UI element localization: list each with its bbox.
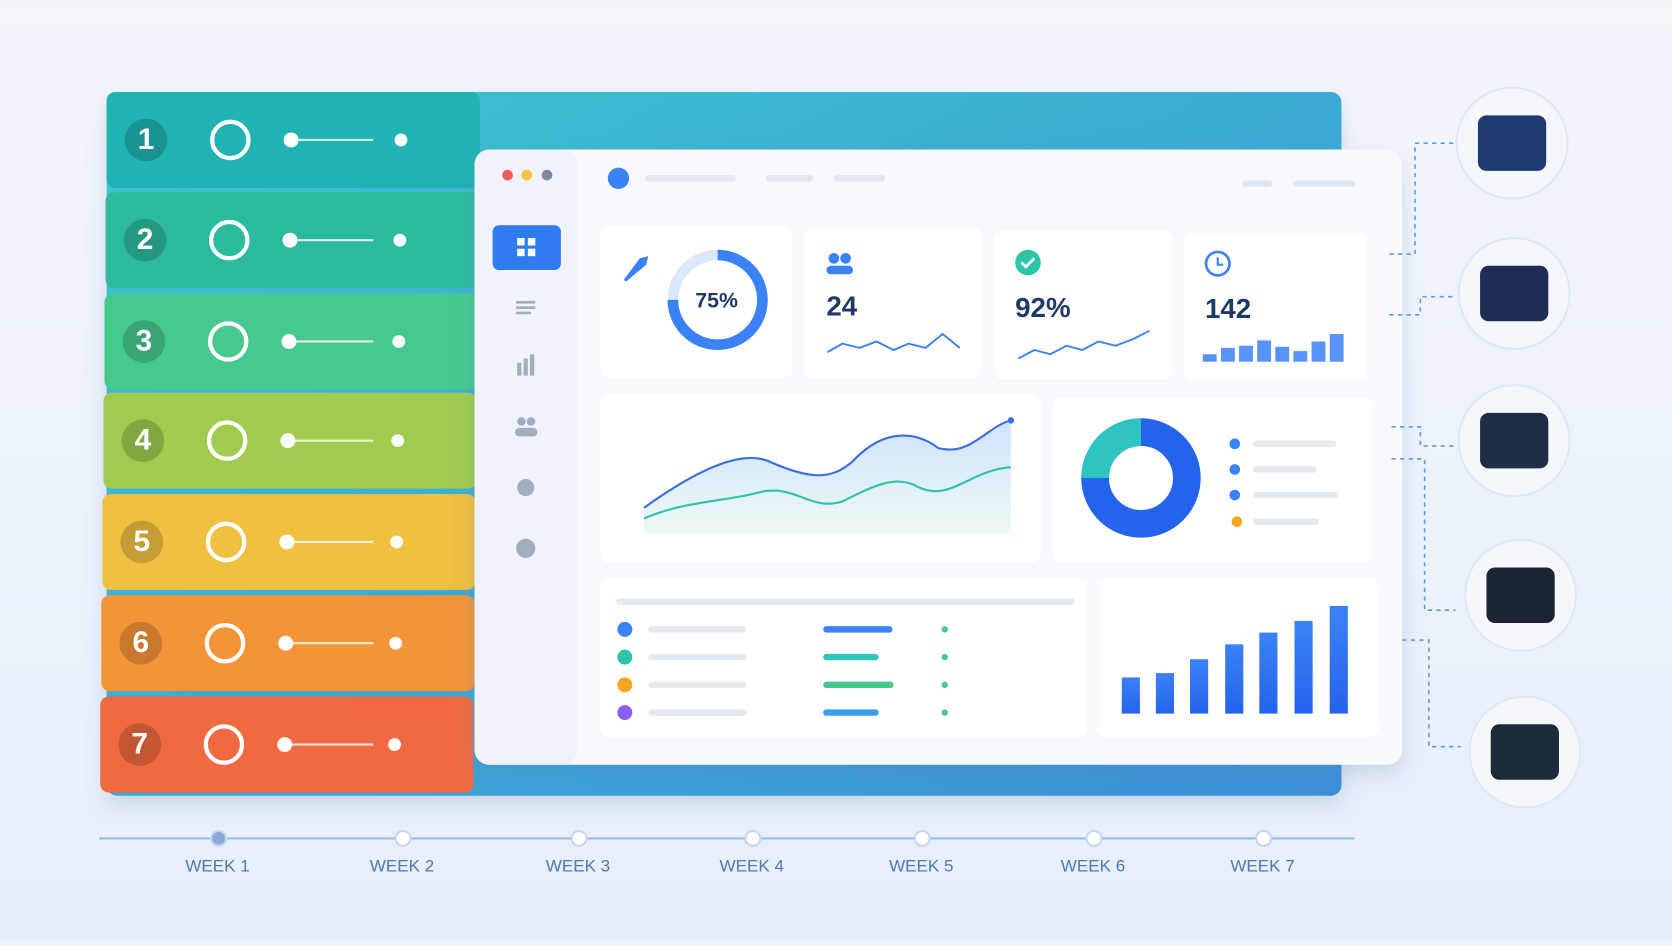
week-dot: [210, 829, 228, 847]
step-badge: [121, 419, 165, 462]
step-dot: [388, 738, 401, 751]
stat-value: 142: [1205, 293, 1251, 324]
step-dot: [390, 535, 404, 549]
week-label: WEEK 1: [185, 857, 249, 876]
step-icon: [209, 219, 250, 261]
step-badge: [123, 218, 167, 262]
step-number: 2: [137, 223, 154, 256]
role-figure: [1480, 265, 1549, 322]
week-label: WEEK 5: [889, 857, 953, 876]
step-dot: [394, 133, 408, 147]
step-icon: [210, 119, 251, 161]
step-start: [277, 737, 293, 753]
sidebar: [474, 149, 577, 765]
stat-value: 24: [826, 291, 857, 322]
role-icons: [1455, 86, 1582, 809]
step-icon: [203, 724, 245, 765]
week-dot: [1255, 829, 1273, 847]
progress-ring: [667, 249, 768, 350]
step-number: 6: [132, 626, 149, 659]
week-label: WEEK 6: [1061, 857, 1125, 876]
week-label: WEEK 7: [1230, 857, 1294, 876]
row-text: [648, 626, 747, 633]
row-status: [941, 626, 948, 633]
step-badge: [124, 118, 168, 162]
nav-icons[interactable]: [515, 300, 538, 558]
week-labels: WEEK 1 WEEK 2 WEEK 3 WEEK 4 WEEK 5 WEEK 6 WEEK…: [185, 829, 1295, 876]
row-bar: [823, 681, 894, 689]
role-figure: [1480, 412, 1549, 469]
step-start: [282, 232, 298, 248]
step-badge: [122, 320, 166, 363]
step-number: 1: [138, 123, 155, 156]
week-label: WEEK 2: [370, 857, 434, 876]
step-badge: [119, 621, 163, 665]
row-bar: [823, 653, 879, 661]
step-badge: [120, 520, 164, 564]
row-bar: [823, 709, 879, 716]
step-number: 7: [131, 728, 148, 761]
step-icon: [204, 622, 246, 664]
step-icon: [205, 521, 247, 563]
row-bar: [823, 626, 893, 633]
row-text: [648, 653, 747, 661]
row-status: [941, 653, 948, 661]
step-start: [280, 433, 296, 449]
row-dot: [617, 705, 633, 721]
stat-value: 75%: [695, 289, 738, 313]
row-status: [941, 709, 948, 716]
week-dot: [570, 829, 588, 847]
row-status: [941, 681, 948, 689]
week-dot: [744, 829, 762, 847]
row-dot: [617, 677, 633, 693]
step-number: 3: [136, 324, 153, 357]
nav-dashboard[interactable]: [492, 225, 561, 271]
table-header: [616, 598, 1075, 605]
step-start: [279, 534, 295, 550]
step-start: [283, 132, 299, 148]
step-start: [281, 334, 297, 349]
week-dot: [913, 829, 931, 847]
role-figure: [1486, 567, 1555, 623]
step-dot: [392, 335, 406, 348]
row-dot: [617, 649, 633, 665]
step-start: [278, 635, 294, 651]
week-dot: [394, 829, 412, 847]
week-label: WEEK 3: [546, 857, 610, 876]
step-number: 5: [134, 525, 151, 558]
stat-value: 92%: [1015, 292, 1070, 323]
step-dot: [389, 636, 403, 650]
role-figure: [1490, 724, 1559, 780]
step-icon: [206, 420, 248, 461]
table-rows: [616, 598, 1075, 721]
row-text: [648, 681, 747, 689]
step-dot: [393, 233, 407, 247]
step-icon: [207, 321, 249, 362]
row-text: [648, 709, 747, 716]
step-number: 4: [135, 424, 152, 457]
row-dot: [617, 621, 633, 637]
week-label: WEEK 4: [720, 857, 784, 876]
step-badge: [118, 723, 162, 766]
step-bands: 1 2 3 4 5 6 7: [100, 91, 480, 793]
role-figure: [1477, 115, 1547, 171]
week-dot: [1085, 829, 1103, 847]
bar-chart: [1121, 605, 1348, 714]
step-dot: [391, 434, 405, 448]
